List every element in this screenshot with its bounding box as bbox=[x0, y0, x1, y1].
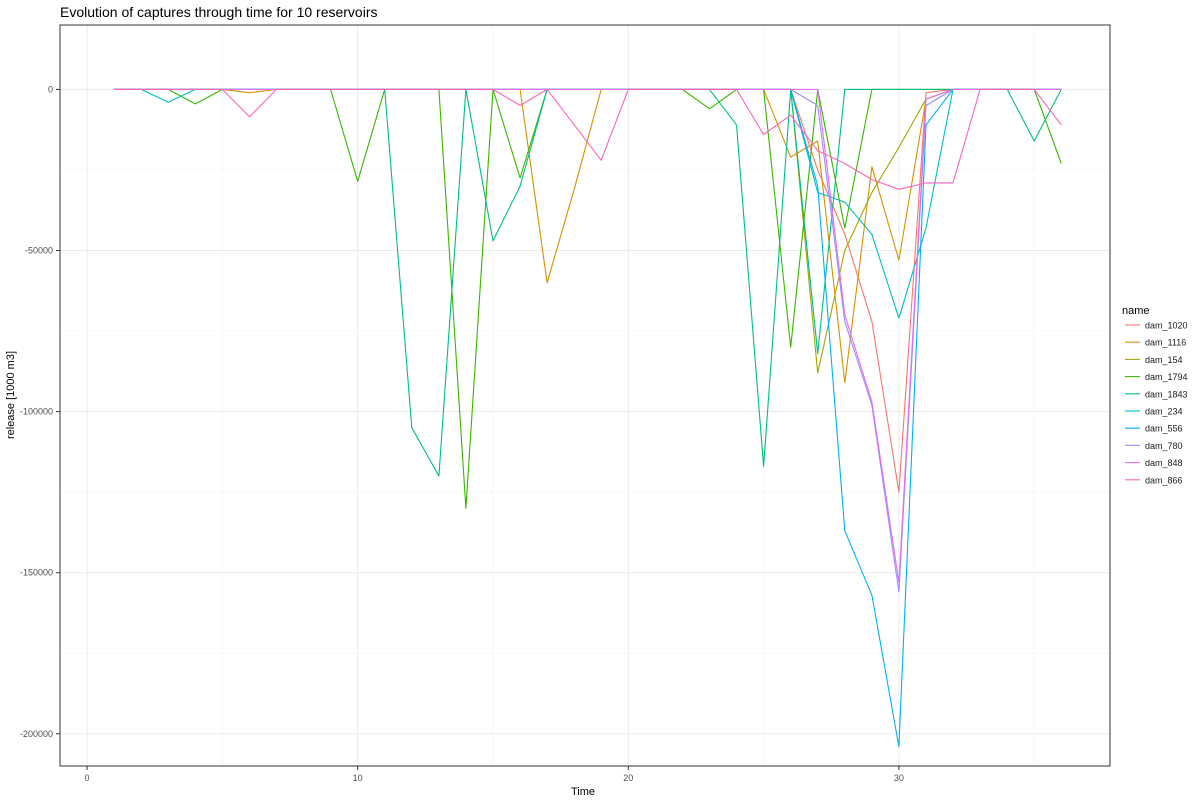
x-tick-label: 0 bbox=[85, 773, 90, 783]
legend-label-dam_1020: dam_1020 bbox=[1145, 321, 1188, 331]
legend-label-dam_234: dam_234 bbox=[1145, 407, 1183, 417]
legend-label-dam_866: dam_866 bbox=[1145, 475, 1183, 485]
legend: name dam_1020 dam_1116 dam_154 dam_1794 dam_… bbox=[1122, 305, 1188, 485]
x-tick-label: 10 bbox=[353, 773, 363, 783]
series-line-dam_1794 bbox=[114, 88, 1062, 509]
x-tick-label: 20 bbox=[623, 773, 633, 783]
legend-label-dam_1843: dam_1843 bbox=[1145, 389, 1188, 399]
series-line-dam_848 bbox=[114, 88, 1062, 583]
series-line-dam_866 bbox=[114, 88, 1062, 190]
y-tick-label: -50000 bbox=[25, 246, 53, 256]
legend-label-dam_848: dam_848 bbox=[1145, 458, 1183, 468]
plot-panel-border bbox=[59, 24, 1111, 767]
legend-label-dam_556: dam_556 bbox=[1145, 424, 1183, 434]
y-tick-label: -200000 bbox=[20, 729, 53, 739]
series-line-dam_780 bbox=[114, 88, 1062, 593]
legend-label-dam_1116: dam_1116 bbox=[1145, 338, 1186, 348]
grid-lines bbox=[60, 25, 1110, 766]
legend-title: name bbox=[1122, 305, 1150, 317]
series-lines bbox=[114, 88, 1062, 748]
y-axis-label: release [1000 m3] bbox=[5, 351, 17, 439]
x-axis-ticks: 0 10 20 30 bbox=[85, 766, 904, 783]
y-tick-label: -150000 bbox=[20, 568, 53, 578]
legend-label-dam_154: dam_154 bbox=[1145, 355, 1183, 365]
y-tick-label: 0 bbox=[48, 84, 53, 94]
y-axis-ticks: 0 -50000 -100000 -150000 -200000 bbox=[20, 84, 60, 739]
legend-label-dam_1794: dam_1794 bbox=[1145, 372, 1188, 382]
y-tick-label: -100000 bbox=[20, 407, 53, 417]
legend-label-dam_780: dam_780 bbox=[1145, 441, 1183, 451]
chart-title: Evolution of captures through time for 1… bbox=[60, 4, 378, 20]
x-axis-label: Time bbox=[571, 786, 595, 798]
x-tick-label: 30 bbox=[894, 773, 904, 783]
